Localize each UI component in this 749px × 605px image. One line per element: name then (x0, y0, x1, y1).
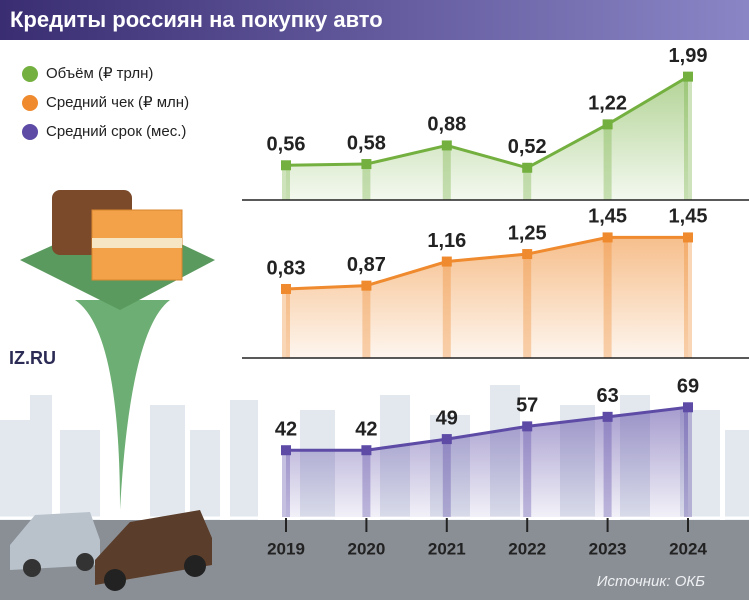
x-tick-label: 2023 (589, 539, 627, 558)
x-tick-label: 2021 (428, 539, 466, 558)
marker (441, 140, 452, 151)
value-label: 0,88 (427, 114, 466, 136)
x-tick-label: 2019 (267, 539, 305, 558)
value-label: 1,99 (669, 45, 708, 67)
marker (441, 256, 452, 267)
value-label: 0,56 (267, 134, 306, 156)
value-label: 63 (596, 385, 618, 407)
marker (361, 159, 372, 170)
marker (602, 411, 613, 422)
marker (281, 283, 291, 294)
value-label: 49 (436, 407, 458, 429)
marker (602, 119, 613, 130)
pin-stem (75, 300, 170, 510)
header-bar (0, 0, 749, 40)
legend-marker (22, 124, 38, 140)
legend-marker (22, 95, 38, 111)
wheel (104, 569, 126, 591)
legend-marker (22, 66, 38, 82)
value-label: 69 (677, 376, 699, 398)
wheel (23, 559, 41, 577)
value-label: 1,22 (588, 93, 627, 115)
value-label: 1,45 (588, 206, 627, 228)
marker (361, 280, 372, 291)
value-label: 42 (275, 419, 297, 441)
source: Источник: ОКБ (597, 573, 706, 590)
marker (683, 402, 693, 413)
value-label: 42 (355, 419, 377, 441)
value-label: 0,52 (508, 136, 547, 158)
logo: IZ.RU (9, 348, 56, 368)
marker (683, 232, 693, 243)
wheel (184, 555, 206, 577)
line (285, 75, 689, 170)
car (95, 510, 212, 585)
marker (281, 445, 291, 456)
marker (522, 421, 533, 432)
value-label: 0,83 (267, 257, 306, 279)
x-tick-label: 2024 (669, 539, 707, 558)
title: Кредиты россиян на покупку авто (10, 7, 383, 32)
value-label: 0,58 (347, 132, 386, 154)
line (286, 405, 689, 452)
line (285, 235, 688, 291)
value-label: 1,16 (427, 230, 466, 252)
area (286, 407, 688, 517)
marker (441, 434, 452, 445)
marker (281, 160, 291, 171)
legend-label: Объём (₽ трлн) (46, 65, 153, 82)
x-tick-label: 2020 (347, 539, 385, 558)
car (10, 512, 100, 570)
x-tick-label: 2022 (508, 539, 546, 558)
marker (683, 71, 693, 82)
legend-label: Средний чек (₽ млн) (46, 94, 189, 111)
wheel (76, 553, 94, 571)
area (286, 237, 688, 358)
area (286, 76, 688, 200)
value-label: 0,87 (347, 254, 386, 276)
logo-box (5, 345, 63, 371)
marker (602, 232, 613, 243)
value-label: 57 (516, 395, 538, 417)
value-label: 1,25 (508, 222, 547, 244)
marker (361, 445, 372, 456)
legend-label: Средний срок (мес.) (46, 123, 186, 140)
marker (522, 249, 533, 260)
marker (522, 162, 533, 173)
money-band (92, 238, 182, 248)
value-label: 1,45 (669, 206, 708, 228)
